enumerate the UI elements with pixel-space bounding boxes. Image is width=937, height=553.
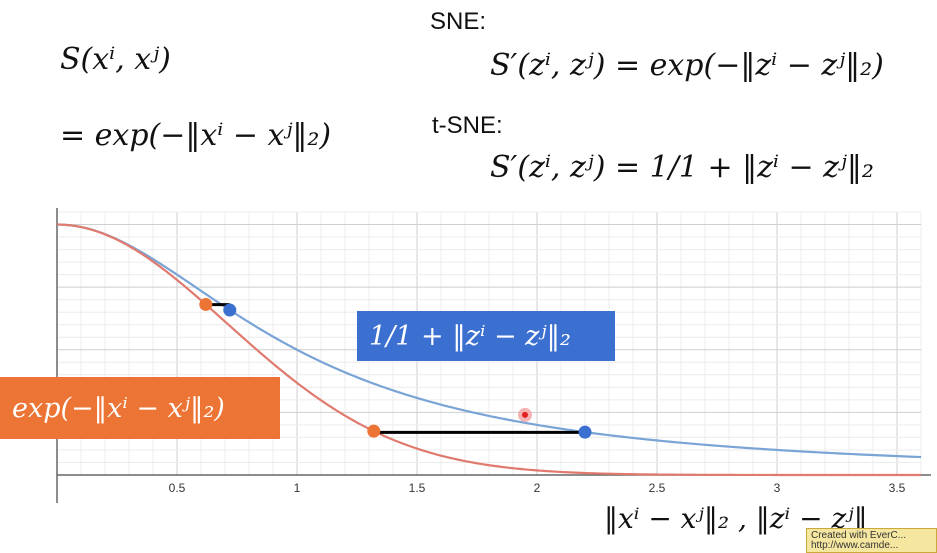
sne-formula: S′(zⁱ, zʲ) = exp(−‖zⁱ − zʲ‖₂) bbox=[490, 48, 884, 83]
sne-curve-tag: exp(−‖xⁱ − xʲ‖₂) bbox=[0, 377, 280, 439]
cursor-dot bbox=[522, 411, 528, 418]
x-tick-label: 1 bbox=[294, 481, 301, 495]
t-sne-curve-tag: 1/1 + ‖zⁱ − zʲ‖₂ bbox=[357, 311, 615, 361]
x-tick-label: 3.5 bbox=[889, 481, 906, 495]
data-point-marker bbox=[199, 297, 213, 311]
data-point-marker bbox=[223, 303, 237, 317]
data-point-marker bbox=[578, 425, 592, 439]
x-tick-label: 2.5 bbox=[649, 481, 666, 495]
watermark-badge: Created with EverC... http://www.camde..… bbox=[806, 528, 937, 553]
sne-label: SNE: bbox=[430, 8, 487, 35]
tsne-label: t-SNE: bbox=[432, 112, 503, 139]
watermark-text: Created with EverC... bbox=[811, 530, 907, 541]
tsne-formula: S′(zⁱ, zʲ) = 1/1 + ‖zⁱ − zʲ‖₂ bbox=[490, 150, 874, 185]
x-tick-label: 3 bbox=[774, 481, 781, 495]
x-tick-label: 1.5 bbox=[409, 481, 426, 495]
x-tick-label: 2 bbox=[534, 481, 541, 495]
similarity-definition: S(xⁱ, xʲ) bbox=[60, 42, 171, 77]
similarity-exp-formula: = exp(−‖xⁱ − xʲ‖₂) bbox=[60, 118, 332, 153]
x-tick-label: 0.5 bbox=[169, 481, 186, 495]
data-point-marker bbox=[367, 424, 381, 438]
series-line bbox=[56, 223, 922, 459]
watermark-url: http://www.camde... bbox=[811, 540, 899, 551]
